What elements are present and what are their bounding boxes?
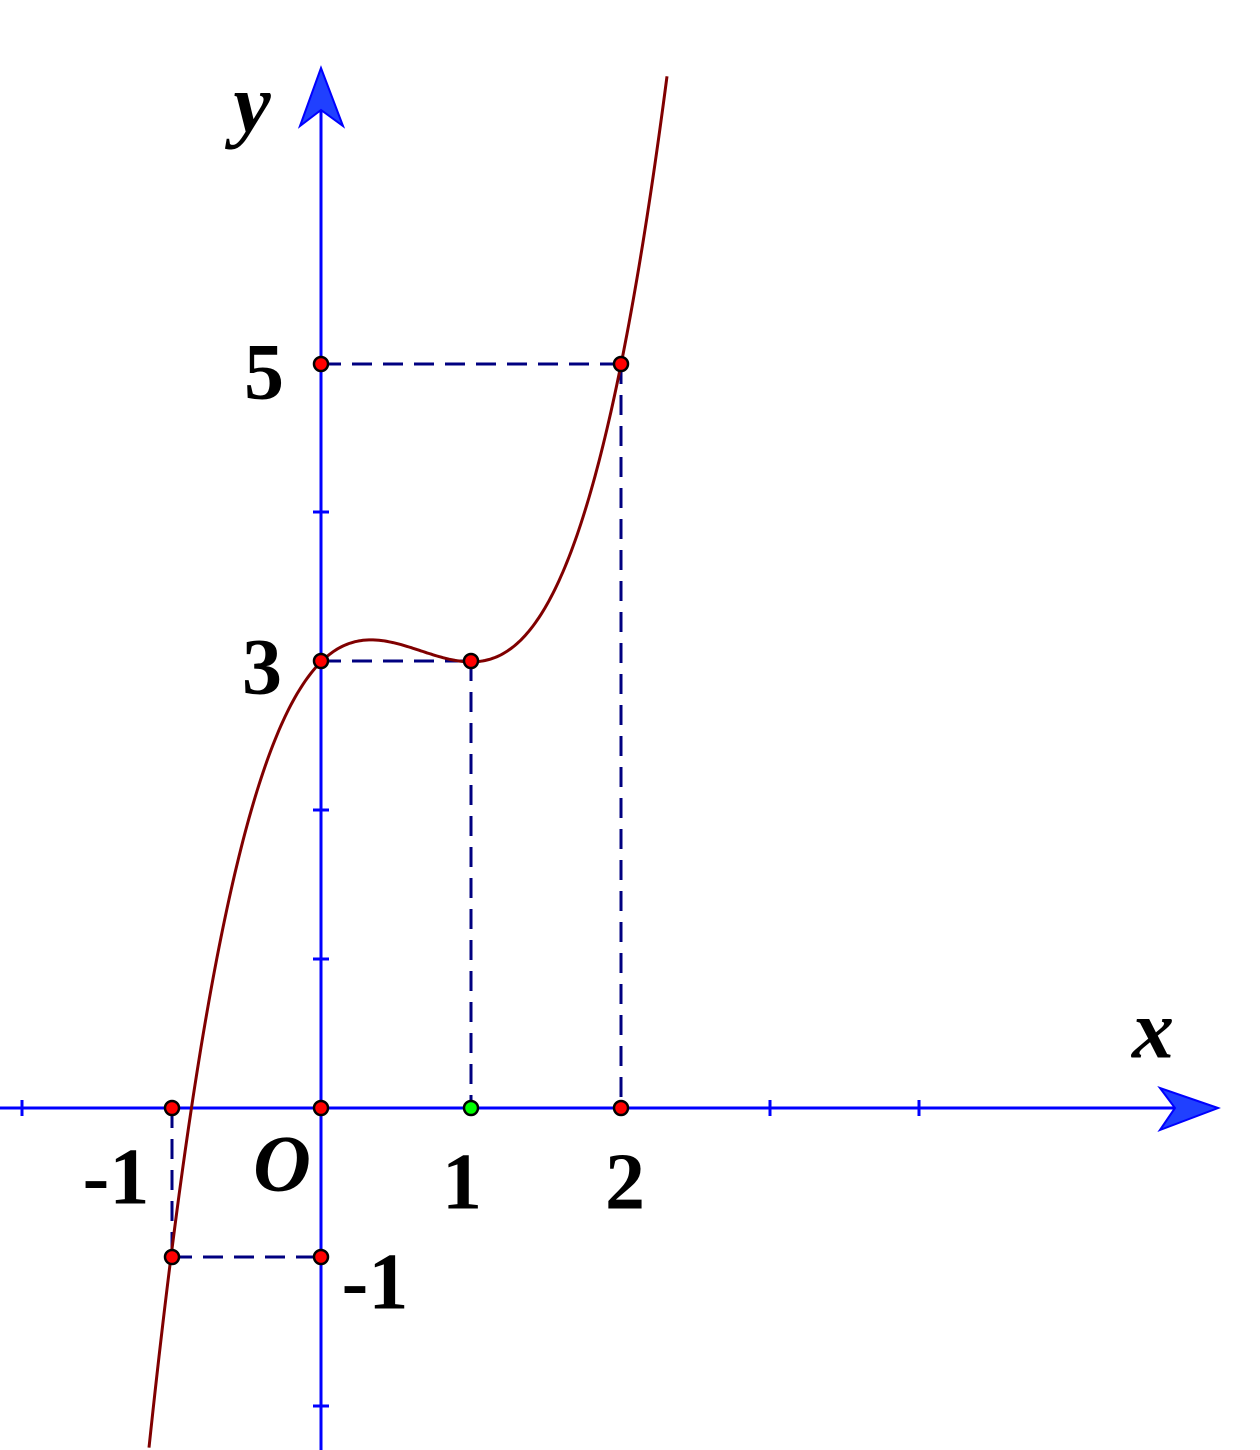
y-tick-label: 5 — [244, 328, 284, 416]
points — [163, 355, 630, 1266]
x-tick-label: 2 — [605, 1138, 645, 1226]
y-arrow — [297, 65, 346, 129]
y-tick-label: 3 — [242, 623, 282, 711]
x-tick-label: 1 — [442, 1138, 482, 1226]
point — [462, 652, 480, 670]
x-arrow — [1157, 1085, 1221, 1133]
curve — [147, 76, 669, 1448]
axes — [0, 80, 1205, 1450]
point — [312, 1248, 330, 1266]
point — [462, 1099, 480, 1117]
point — [163, 1099, 181, 1117]
point — [612, 1099, 630, 1117]
guides — [170, 362, 623, 1259]
x-axis-label: x — [1130, 983, 1174, 1076]
point — [312, 355, 330, 373]
point — [312, 1099, 330, 1117]
point — [612, 355, 630, 373]
y-tick-label: -1 — [342, 1238, 409, 1326]
origin-label: O — [253, 1120, 311, 1208]
y-axis-label: y — [224, 57, 271, 150]
point — [312, 652, 330, 670]
x-tick-label: -1 — [83, 1133, 150, 1221]
point — [163, 1248, 181, 1266]
